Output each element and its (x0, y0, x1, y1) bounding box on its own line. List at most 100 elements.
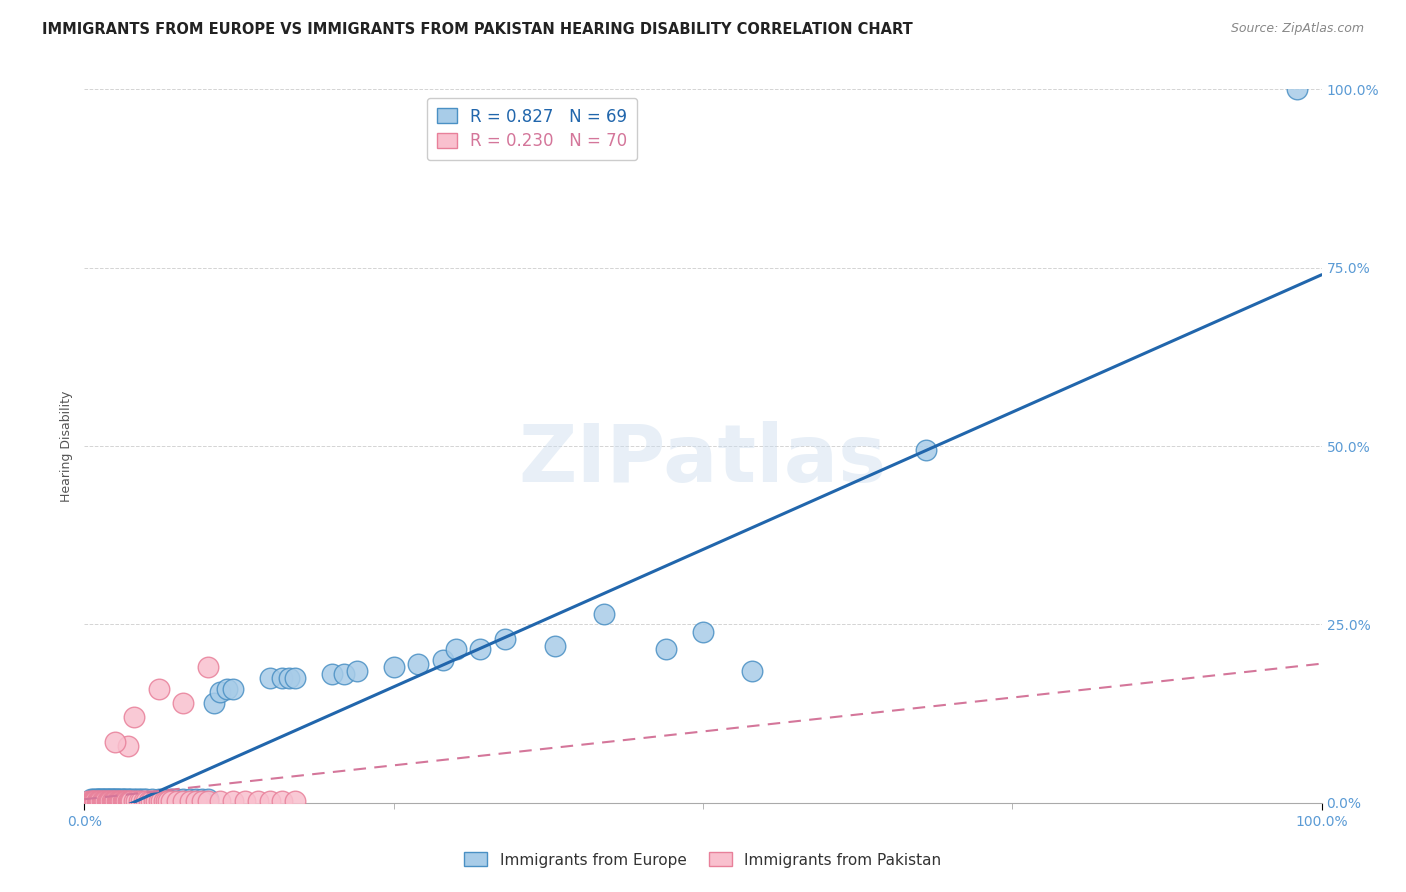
Point (93, 794, 115, 808)
Point (103, 792, 125, 806)
Point (117, 739, 139, 753)
Point (222, 681, 245, 696)
Point (114, 794, 136, 808)
Point (101, 794, 124, 808)
Point (122, 794, 145, 808)
Point (172, 696, 194, 710)
Point (321, 667, 343, 681)
Point (101, 792, 124, 806)
Point (82, 792, 104, 806)
Point (184, 794, 207, 808)
Point (96, 792, 118, 806)
Point (259, 794, 281, 808)
Point (115, 794, 138, 808)
Point (97, 792, 120, 806)
Point (655, 642, 678, 657)
Point (125, 794, 148, 808)
Point (741, 664, 763, 678)
Point (160, 794, 183, 808)
Point (141, 792, 163, 806)
Point (96, 794, 118, 808)
Point (202, 696, 225, 710)
Point (79, 794, 101, 808)
Point (132, 794, 155, 808)
Point (166, 794, 188, 808)
Point (155, 794, 177, 808)
Point (84, 792, 107, 806)
Point (89, 794, 111, 808)
Point (120, 794, 142, 808)
Point (284, 794, 307, 808)
Point (494, 632, 516, 646)
Point (132, 792, 155, 806)
Point (114, 792, 136, 806)
Point (98, 792, 121, 806)
Point (129, 792, 152, 806)
Point (110, 794, 132, 808)
Point (94, 792, 117, 806)
Point (117, 792, 139, 806)
Point (120, 792, 142, 806)
Point (128, 792, 150, 806)
Point (215, 681, 238, 696)
Point (89, 792, 111, 806)
Point (191, 794, 214, 808)
Point (104, 794, 127, 808)
Point (83, 794, 105, 808)
Point (125, 792, 148, 806)
Point (117, 794, 139, 808)
Point (118, 792, 141, 806)
Point (77, 794, 100, 808)
Point (333, 667, 356, 681)
Point (135, 792, 157, 806)
Point (105, 792, 128, 806)
Point (233, 794, 256, 808)
Point (94, 794, 117, 808)
Point (692, 624, 714, 639)
Point (1285, 82, 1308, 96)
Y-axis label: Hearing Disability: Hearing Disability (60, 391, 73, 501)
Point (160, 792, 183, 806)
Point (284, 671, 307, 685)
Point (184, 792, 207, 806)
Point (470, 642, 492, 657)
Point (112, 792, 135, 806)
Point (80, 794, 103, 808)
Point (112, 794, 135, 808)
Point (346, 664, 368, 678)
Point (138, 794, 160, 808)
Point (89, 794, 111, 808)
Point (110, 794, 132, 808)
Point (259, 671, 281, 685)
Point (197, 660, 219, 674)
Point (110, 792, 132, 806)
Point (107, 792, 129, 806)
Point (105, 794, 128, 808)
Point (209, 685, 232, 699)
Point (150, 794, 173, 808)
Text: Source: ZipAtlas.com: Source: ZipAtlas.com (1230, 22, 1364, 36)
Text: IMMIGRANTS FROM EUROPE VS IMMIGRANTS FROM PAKISTAN HEARING DISABILITY CORRELATIO: IMMIGRANTS FROM EUROPE VS IMMIGRANTS FRO… (42, 22, 912, 37)
Point (197, 794, 219, 808)
Point (148, 794, 170, 808)
Legend: Immigrants from Europe, Immigrants from Pakistan: Immigrants from Europe, Immigrants from … (458, 847, 948, 873)
Point (135, 794, 157, 808)
Point (108, 794, 131, 808)
Point (222, 794, 245, 808)
Text: ZIPatlas: ZIPatlas (519, 421, 887, 500)
Point (444, 642, 467, 657)
Point (179, 792, 201, 806)
Point (129, 794, 152, 808)
Point (914, 442, 936, 457)
Point (100, 792, 122, 806)
Point (122, 710, 145, 724)
Point (382, 660, 405, 674)
Point (152, 794, 174, 808)
Point (93, 792, 115, 806)
Point (271, 794, 294, 808)
Point (104, 792, 127, 806)
Point (82, 794, 104, 808)
Point (108, 792, 131, 806)
Point (120, 794, 142, 808)
Point (103, 794, 125, 808)
